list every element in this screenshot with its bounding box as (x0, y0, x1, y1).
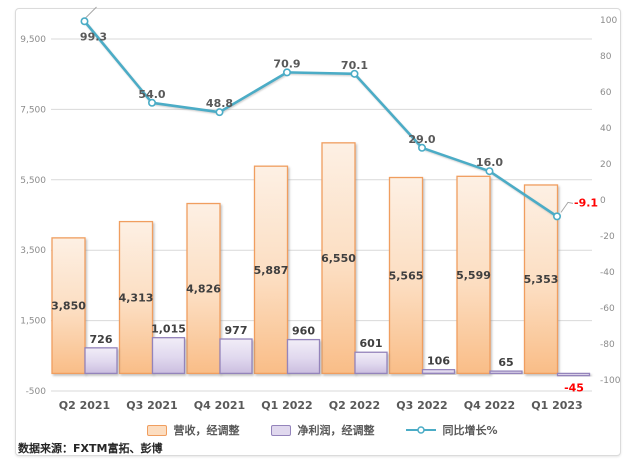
x-axis-label: Q3 2021 (126, 399, 177, 412)
growth-line-label: 16.0 (476, 156, 503, 169)
right-axis-tick-label: 100 (600, 16, 617, 26)
revenue-bar-label: 5,599 (456, 269, 491, 282)
chart-frame (15, 8, 621, 456)
growth-line-marker (80, 17, 89, 26)
profit-bar-label: 960 (292, 325, 315, 338)
left-axis-tick-label: 5,500 (20, 176, 46, 186)
chart-legend: 营收，经调整 净利润，经调整 同比增长% (50, 421, 595, 439)
data-source-note: 数据来源：FXTM富拓、彭博 (18, 442, 163, 455)
left-axis-tick-label: 3,500 (20, 246, 46, 256)
right-axis-tick-label: -40 (600, 268, 615, 278)
revenue-swatch-icon (147, 424, 168, 436)
profit-swatch-icon (271, 424, 292, 436)
profit-bar-label: 977 (225, 324, 248, 337)
revenue-bar-label: 3,850 (51, 300, 86, 313)
right-axis-tick-label: 60 (600, 88, 612, 98)
growth-line-marker (552, 212, 561, 221)
right-axis-tick-label: 80 (600, 52, 612, 62)
profit-bar (84, 347, 118, 375)
legend-label-profit: 净利润，经调整 (297, 424, 375, 437)
right-axis-tick-label: -60 (600, 304, 615, 314)
legend-label-growth: 同比增长% (442, 424, 498, 437)
growth-line-label: 29.0 (408, 133, 435, 146)
growth-line-label: 54.0 (138, 88, 165, 101)
x-axis-label: Q3 2022 (396, 399, 447, 412)
x-axis-label: Q1 2023 (531, 399, 582, 412)
profit-bar (151, 337, 186, 375)
legend-label-revenue: 营收，经调整 (173, 424, 240, 437)
x-axis-label: Q2 2022 (329, 399, 380, 412)
revenue-bar-label: 4,313 (119, 291, 154, 304)
x-axis-label: Q2 2021 (59, 399, 110, 412)
growth-line-label: -9.1 (574, 196, 598, 209)
left-axis-tick-label: 7,500 (20, 105, 46, 115)
growth-line-label: 70.1 (341, 59, 368, 72)
growth-line-swatch-icon (406, 426, 437, 434)
x-axis-label: Q4 2022 (464, 399, 515, 412)
revenue-bar-label: 5,353 (524, 273, 559, 286)
growth-line-label: 70.9 (273, 57, 300, 70)
right-axis-tick-label: 0 (600, 196, 606, 206)
left-axis-tick-label: -500 (26, 387, 47, 397)
right-axis-tick-label: -80 (600, 340, 615, 350)
profit-bar-label: -45 (564, 381, 584, 394)
x-axis-label: Q4 2021 (194, 399, 245, 412)
profit-bar (556, 372, 591, 377)
revenue-bar-label: 5,887 (254, 264, 289, 277)
left-axis-tick-label: 9,500 (20, 35, 46, 45)
revenue-bar (456, 175, 491, 375)
label-leader-line (85, 6, 97, 19)
growth-line-marker (148, 98, 157, 107)
revenue-bar-label: 4,826 (186, 282, 221, 295)
legend-item-profit: 净利润，经调整 (271, 422, 374, 438)
growth-line-marker (282, 68, 291, 77)
growth-line-marker (350, 69, 359, 78)
revenue-bar (388, 176, 424, 375)
revenue-bar (321, 142, 356, 375)
revenue-bar (523, 184, 559, 375)
revenue-bar (253, 165, 289, 375)
profit-bar (286, 338, 321, 375)
growth-line-label: 99.3 (80, 30, 107, 43)
legend-item-revenue: 营收，经调整 (147, 422, 239, 438)
profit-bar-label: 1,015 (151, 323, 186, 336)
profit-bar (354, 351, 388, 375)
revenue-bar (118, 220, 154, 375)
profit-bar-label: 601 (360, 337, 383, 350)
profit-bar (421, 369, 456, 375)
profit-bar (219, 338, 253, 375)
growth-line-marker (215, 108, 224, 117)
right-axis-tick-label: 40 (600, 124, 612, 134)
growth-line-marker (417, 143, 426, 152)
label-leader-line (560, 201, 574, 213)
revenue-bar-label: 5,565 (389, 269, 424, 282)
growth-line-label: 48.8 (206, 97, 233, 110)
x-axis-label: Q1 2022 (261, 399, 312, 412)
profit-bar-label: 106 (427, 355, 450, 368)
profit-bar-label: 65 (498, 356, 513, 369)
left-axis-tick-label: 1,500 (20, 317, 46, 327)
legend-item-growth: 同比增长% (406, 422, 498, 438)
profit-bar-label: 726 (90, 333, 113, 346)
right-axis-tick-label: -100 (600, 376, 621, 386)
growth-line-marker (485, 167, 494, 176)
growth-line (83, 19, 559, 218)
right-axis-tick-label: 20 (600, 160, 612, 170)
profit-bar (489, 370, 523, 375)
revenue-bar-label: 6,550 (321, 252, 356, 265)
revenue-bar (186, 202, 221, 375)
right-axis-tick-label: -20 (600, 232, 615, 242)
revenue-bar (51, 237, 86, 375)
